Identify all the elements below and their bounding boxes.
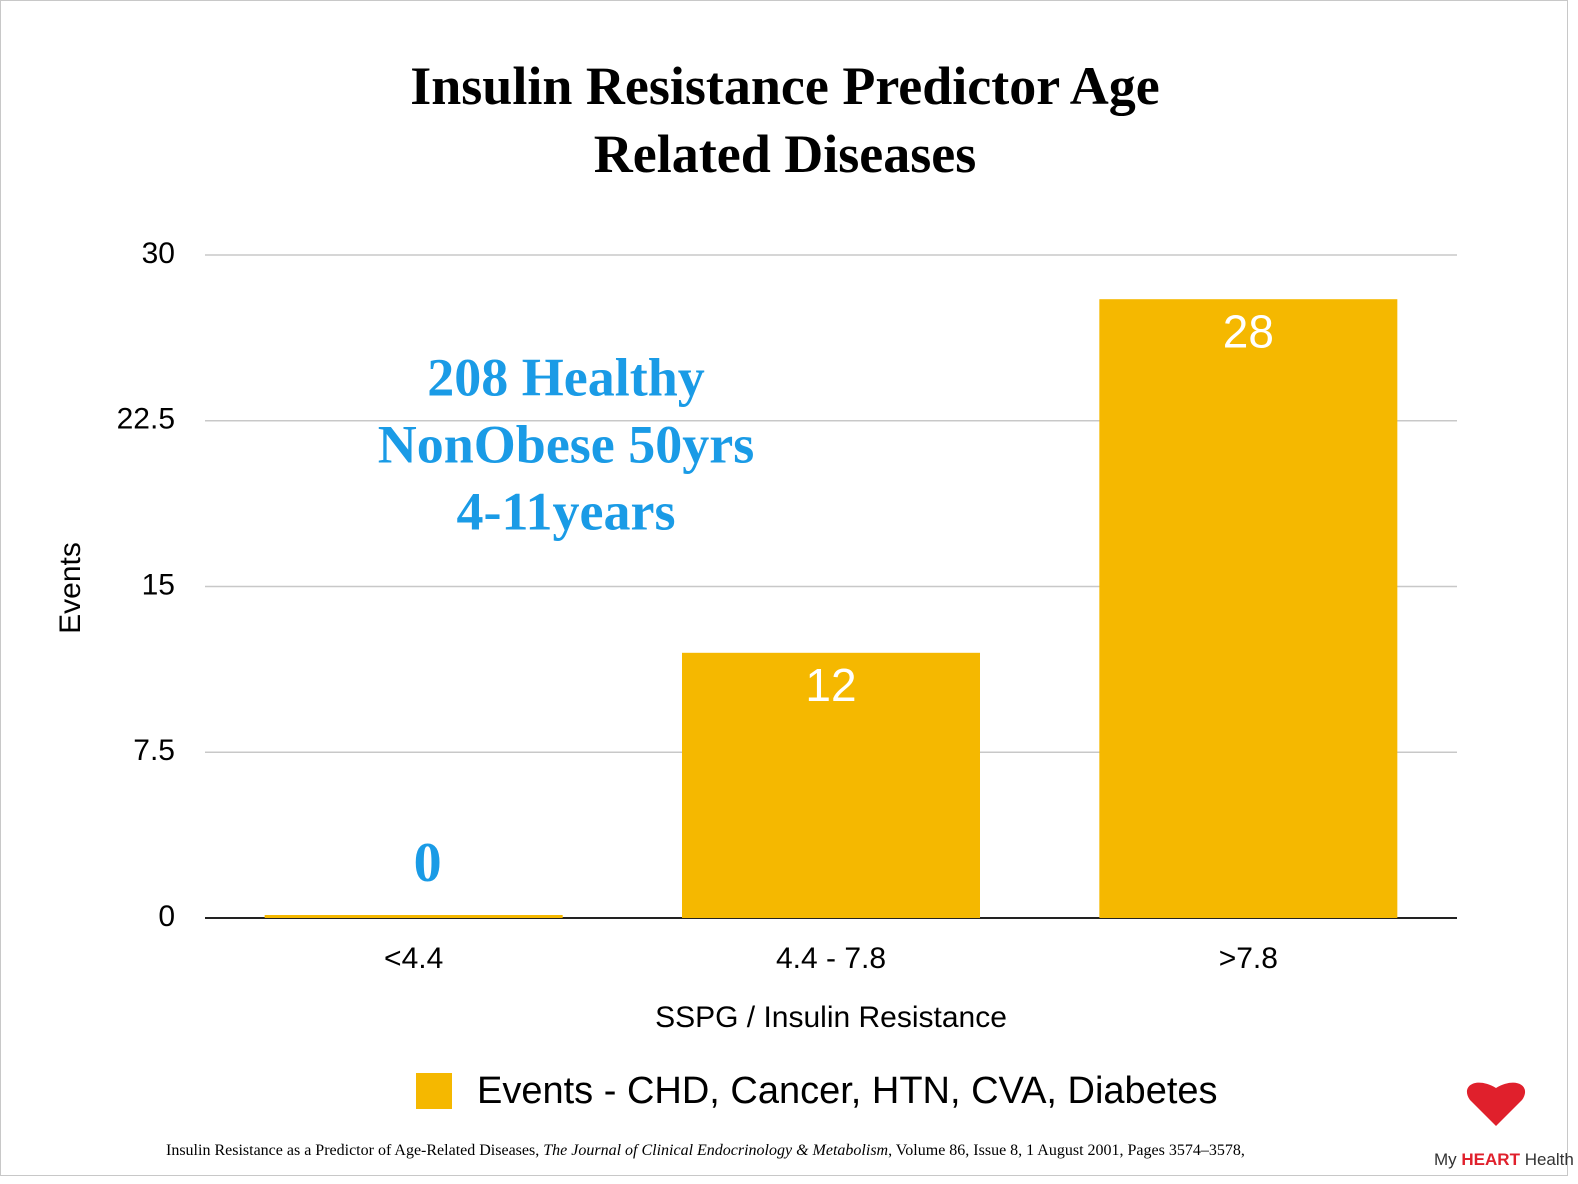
logo-text: Health (1524, 1150, 1574, 1169)
source-journal: The Journal of Clinical Endocrinology & … (543, 1142, 889, 1159)
x-tick-label: 4.4 - 7.8 (776, 942, 886, 975)
y-tick-label: 30 (142, 237, 175, 270)
logo-text: HEART (1461, 1150, 1520, 1169)
value-label: 28 (1223, 305, 1274, 357)
logo: My HEART Health (1434, 1150, 1574, 1170)
source-text: Insulin Resistance as a Predictor of Age… (166, 1142, 544, 1159)
value-label: 0 (414, 832, 442, 894)
source-text: , Volume 86, Issue 8, 1 August 2001, Pag… (888, 1142, 1245, 1159)
y-tick-label: 7.5 (133, 734, 175, 767)
x-tick-label: <4.4 (384, 942, 443, 975)
bar (264, 915, 563, 918)
annotation: 208 Healthy (427, 347, 705, 407)
value-label: 12 (805, 659, 856, 711)
legend-label: Events - CHD, Cancer, HTN, CVA, Diabetes (477, 1070, 1218, 1112)
source: Insulin Resistance as a Predictor of Age… (166, 1142, 1245, 1160)
y-tick-label: 0 (158, 900, 175, 933)
x-tick-label: >7.8 (1219, 942, 1278, 975)
legend-swatch (416, 1073, 452, 1109)
logo-heart (1466, 1082, 1526, 1126)
annotation: 4-11years (457, 481, 676, 541)
bar (682, 652, 980, 918)
y-tick-label: 22.5 (117, 403, 175, 436)
annotation: NonObese 50yrs (378, 414, 755, 474)
logo-text: My (1434, 1150, 1457, 1169)
y-axis-title: Events (54, 542, 87, 634)
x-axis-title: SSPG / Insulin Resistance (655, 1001, 1007, 1034)
y-tick-label: 15 (142, 568, 175, 601)
chart-title: Insulin Resistance Predictor Age Related… (410, 56, 1160, 184)
bar (1099, 299, 1398, 918)
